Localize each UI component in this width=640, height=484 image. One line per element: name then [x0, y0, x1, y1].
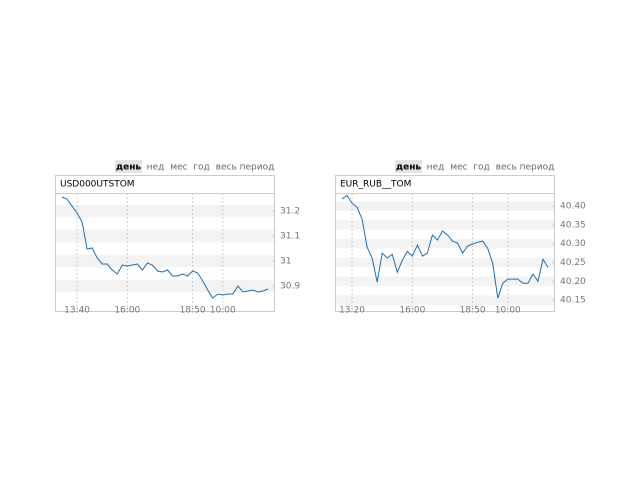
period-tab[interactable]: весь период	[496, 163, 555, 173]
y-tick-label: 31	[280, 257, 291, 267]
y-tick-label: 40.30	[560, 239, 586, 249]
grid-band	[336, 276, 554, 287]
x-tick-label: 10:00	[495, 306, 521, 316]
period-tab[interactable]: год	[473, 163, 489, 173]
period-tab[interactable]: мес	[170, 163, 187, 173]
chart-title: USD000UTSTOM	[60, 180, 135, 190]
chart-widget: день нед мес год весь период EUR_RUB__TOM 40.1…	[335, 160, 586, 316]
grid-band	[336, 239, 554, 249]
x-tick-label: 16:00	[399, 306, 425, 316]
grid-band	[56, 229, 274, 243]
period-tab[interactable]: день	[116, 163, 142, 173]
y-tick-label: 40.25	[560, 258, 586, 268]
x-tick-label: 16:00	[114, 306, 140, 316]
price-line	[61, 196, 269, 299]
tab-active-bg	[395, 160, 422, 173]
grid-band	[56, 204, 274, 218]
y-tick-label: 40.35	[560, 220, 586, 230]
period-tab[interactable]: мес	[450, 163, 467, 173]
grid-band	[336, 257, 554, 268]
period-tab[interactable]: день	[396, 163, 422, 173]
period-tab[interactable]: нед	[427, 163, 445, 173]
x-tick-label: 13:20	[339, 306, 365, 316]
x-tick-label: 10:00	[210, 306, 236, 316]
chart-widget: день нед мес год весь период USD000UTSTOM 30.9…	[55, 160, 300, 316]
y-tick-label: 40.15	[560, 296, 586, 306]
period-tab[interactable]: весь период	[216, 163, 275, 173]
grid-band	[336, 295, 554, 305]
y-tick-label: 31.1	[280, 232, 300, 242]
tab-active-bg	[115, 160, 142, 173]
x-tick-label: 13:40	[64, 306, 90, 316]
grid-band	[336, 220, 554, 230]
period-tab[interactable]: год	[193, 163, 209, 173]
grid-band	[56, 279, 274, 293]
grid-band	[336, 201, 554, 211]
chart-title: EUR_RUB__TOM	[340, 180, 411, 190]
y-tick-label: 40.20	[560, 277, 586, 287]
period-tab[interactable]: нед	[147, 163, 165, 173]
x-tick-label: 18:50	[460, 306, 486, 316]
y-tick-label: 31.2	[280, 207, 300, 217]
y-tick-label: 30.9	[280, 282, 300, 292]
x-tick-label: 18:50	[180, 306, 206, 316]
grid-band	[56, 254, 274, 268]
y-tick-label: 40.40	[560, 202, 586, 212]
price-line	[341, 194, 549, 299]
